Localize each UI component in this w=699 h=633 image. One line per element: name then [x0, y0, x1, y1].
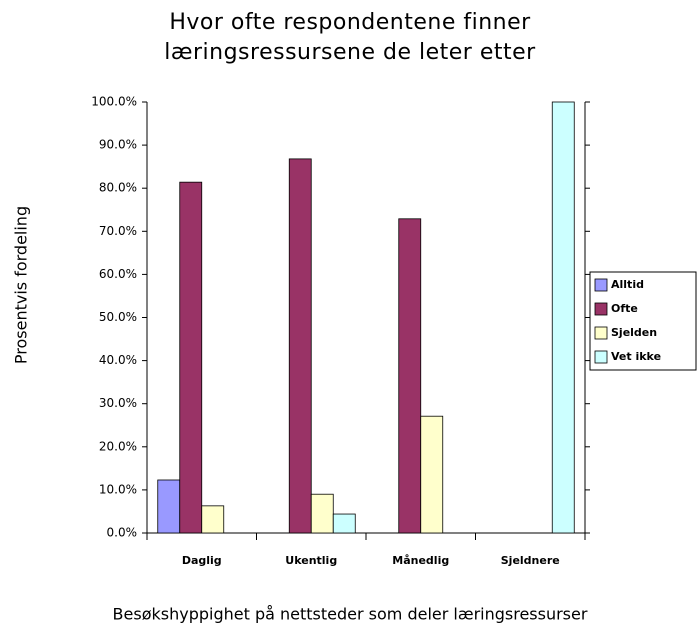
bar	[201, 505, 225, 534]
legend-box	[589, 271, 697, 371]
legend-label: Ofte	[611, 302, 638, 315]
y-tick-label: 90.0%	[99, 138, 137, 152]
x-tick-label: Daglig	[182, 554, 222, 567]
y-tick-label: 0.0%	[107, 526, 138, 540]
bar	[288, 158, 312, 534]
legend-swatch	[594, 326, 608, 340]
y-tick-label: 10.0%	[99, 482, 137, 496]
bar	[310, 493, 334, 534]
bar	[398, 218, 422, 534]
y-tick-label: 30.0%	[99, 396, 137, 410]
x-tick-label: Månedlig	[392, 554, 449, 567]
x-axis-label: Besøkshyppighet på nettsteder som deler …	[113, 605, 588, 624]
bar	[157, 479, 181, 534]
y-tick-label: 20.0%	[99, 439, 137, 453]
y-tick-label: 50.0%	[99, 310, 137, 324]
legend-label: Vet ikke	[611, 350, 661, 363]
y-tick-label: 100.0%	[91, 95, 137, 109]
chart-title: Hvor ofte respondentene finner læringsre…	[164, 10, 536, 65]
y-tick-label: 70.0%	[99, 224, 137, 238]
bar	[420, 415, 444, 534]
bar	[551, 101, 575, 534]
legend-swatch	[594, 350, 608, 364]
bar	[179, 181, 203, 534]
y-tick-label: 60.0%	[99, 267, 137, 281]
legend-label: Sjelden	[611, 326, 657, 339]
bar	[332, 513, 356, 534]
y-axis-label: Prosentvis fordeling	[12, 206, 31, 364]
legend-swatch	[594, 302, 608, 316]
y-tick-label: 80.0%	[99, 181, 137, 195]
legend-swatch	[594, 278, 608, 292]
y-tick-label: 40.0%	[99, 353, 137, 367]
x-tick-label: Ukentlig	[285, 554, 337, 567]
legend-label: Alltid	[611, 278, 644, 291]
x-tick-label: Sjeldnere	[501, 554, 560, 567]
